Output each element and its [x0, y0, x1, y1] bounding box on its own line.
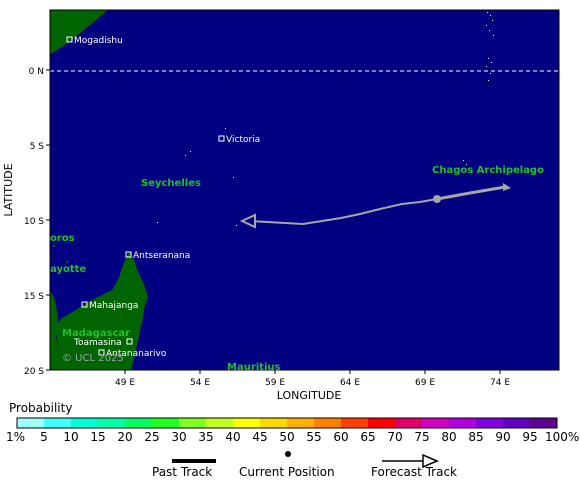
city-marker-mahajanga	[81, 301, 88, 308]
probability-label: 60	[333, 430, 349, 444]
probability-colorbar-segment	[395, 418, 423, 428]
city-marker-antseranana	[125, 251, 132, 258]
x-tick-label: 59 E	[265, 378, 285, 388]
islets	[157, 12, 494, 226]
y-tick-label: 5 S	[30, 142, 45, 152]
region-label-mauritius: Mauritius	[227, 362, 281, 373]
probability-colorbar-segment	[476, 418, 504, 428]
region-label-seychelles: Seychelles	[141, 178, 201, 189]
probability-label: 70	[387, 430, 403, 444]
island-mayotte	[66, 261, 68, 263]
city-label-antananarivo: Antananarivo	[106, 349, 167, 359]
y-axis-title: LATITUDE	[2, 163, 15, 216]
probability-colorbar-segment	[287, 418, 315, 428]
probability-label: 50	[279, 430, 295, 444]
city-marker-mogadishu	[66, 36, 73, 43]
probability-colorbar-segment	[71, 418, 99, 428]
x-tick-label: 49 E	[115, 378, 135, 388]
probability-colorbar-segment	[206, 418, 234, 428]
probability-label: 5	[40, 430, 48, 444]
probability-colorbar-segment	[98, 418, 126, 428]
city-label-mahajanga: Mahajanga	[89, 301, 138, 311]
copyright-label: © UCL 2025	[62, 353, 124, 364]
probability-colorbar-segment	[503, 418, 531, 428]
probability-colorbar-segment	[125, 418, 153, 428]
landmass-mozambique	[50, 290, 60, 370]
city-marker-toamasina	[126, 338, 133, 345]
y-tick-label: 0 N	[29, 67, 44, 77]
city-label-toamasina: Toamasina	[73, 338, 122, 348]
probability-colorbar-segment	[449, 418, 477, 428]
legend-forecast-arrowhead	[422, 453, 439, 469]
probability-colorbar-segment	[44, 418, 72, 428]
probability-label: 35	[198, 430, 214, 444]
track-end-marker	[503, 183, 511, 191]
probability-colorbar-segment	[152, 418, 180, 428]
probability-label: 55	[306, 430, 322, 444]
probability-colorbar-segment	[368, 418, 396, 428]
y-tick-label: 15 S	[24, 292, 44, 302]
x-tick-label: 54 E	[190, 378, 210, 388]
legend-current-position-label: Current Position	[239, 465, 335, 479]
probability-label: 30	[171, 430, 187, 444]
city-label-victoria: Victoria	[226, 135, 260, 145]
legend-forecast-track-label: Forecast Track	[371, 465, 457, 479]
probability-label: 40	[225, 430, 241, 444]
y-tick-label: 20 S	[24, 367, 44, 377]
probability-colorbar-segment	[233, 418, 261, 428]
probability-colorbar	[17, 418, 558, 428]
probability-label: 25	[144, 430, 160, 444]
probability-label: 15	[90, 430, 106, 444]
city-label-mogadishu: Mogadishu	[74, 36, 123, 46]
past-track-line	[436, 185, 506, 201]
probability-label: 85	[468, 430, 484, 444]
x-tick-label: 69 E	[415, 378, 435, 388]
probability-label: 90	[495, 430, 511, 444]
probability-colorbar-segment	[17, 418, 45, 428]
city-marker-antananarivo	[98, 349, 105, 356]
forecast-track-arrowhead	[239, 213, 256, 229]
forecast-track-line	[249, 198, 438, 226]
probability-label: 10	[63, 430, 79, 444]
legend-past-track-label: Past Track	[152, 465, 213, 479]
region-label-mayotte: ayotte	[50, 264, 86, 275]
probability-label: 1%	[6, 430, 26, 444]
legend-current-position-symbol	[285, 451, 291, 457]
probability-colorbar-segment	[422, 418, 450, 428]
probability-colorbar-segment	[341, 418, 369, 428]
probability-label: 75	[414, 430, 430, 444]
x-tick-label: 74 E	[490, 378, 510, 388]
x-axis-title: LONGITUDE	[277, 389, 342, 402]
region-label-comoros: oros	[50, 233, 75, 244]
probability-label: 100%	[545, 430, 580, 444]
probability-label: 95	[522, 430, 538, 444]
probability-title: Probability	[9, 401, 73, 415]
region-label-madagascar: Madagascar	[62, 328, 130, 339]
landmass-somalia	[50, 10, 108, 54]
probability-colorbar-segment	[314, 418, 342, 428]
city-marker-victoria	[218, 135, 225, 142]
probability-label: 45	[252, 430, 268, 444]
current-position-marker	[433, 195, 441, 203]
landmass-madagascar	[56, 252, 148, 370]
probability-colorbar-border	[16, 417, 558, 429]
y-tick-label: 10 S	[24, 217, 44, 227]
island-comoros	[53, 245, 55, 247]
x-tick-label: 64 E	[340, 378, 360, 388]
region-label-chagos: Chagos Archipelago	[432, 165, 544, 176]
city-label-antseranana: Antseranana	[133, 251, 190, 261]
probability-colorbar-segment	[530, 418, 558, 428]
probability-label: 80	[441, 430, 457, 444]
probability-label: 20	[117, 430, 133, 444]
tick-marks	[46, 69, 501, 374]
probability-colorbar-segment	[260, 418, 288, 428]
plot-border	[49, 9, 560, 371]
probability-colorbar-segment	[179, 418, 207, 428]
probability-label: 65	[360, 430, 376, 444]
